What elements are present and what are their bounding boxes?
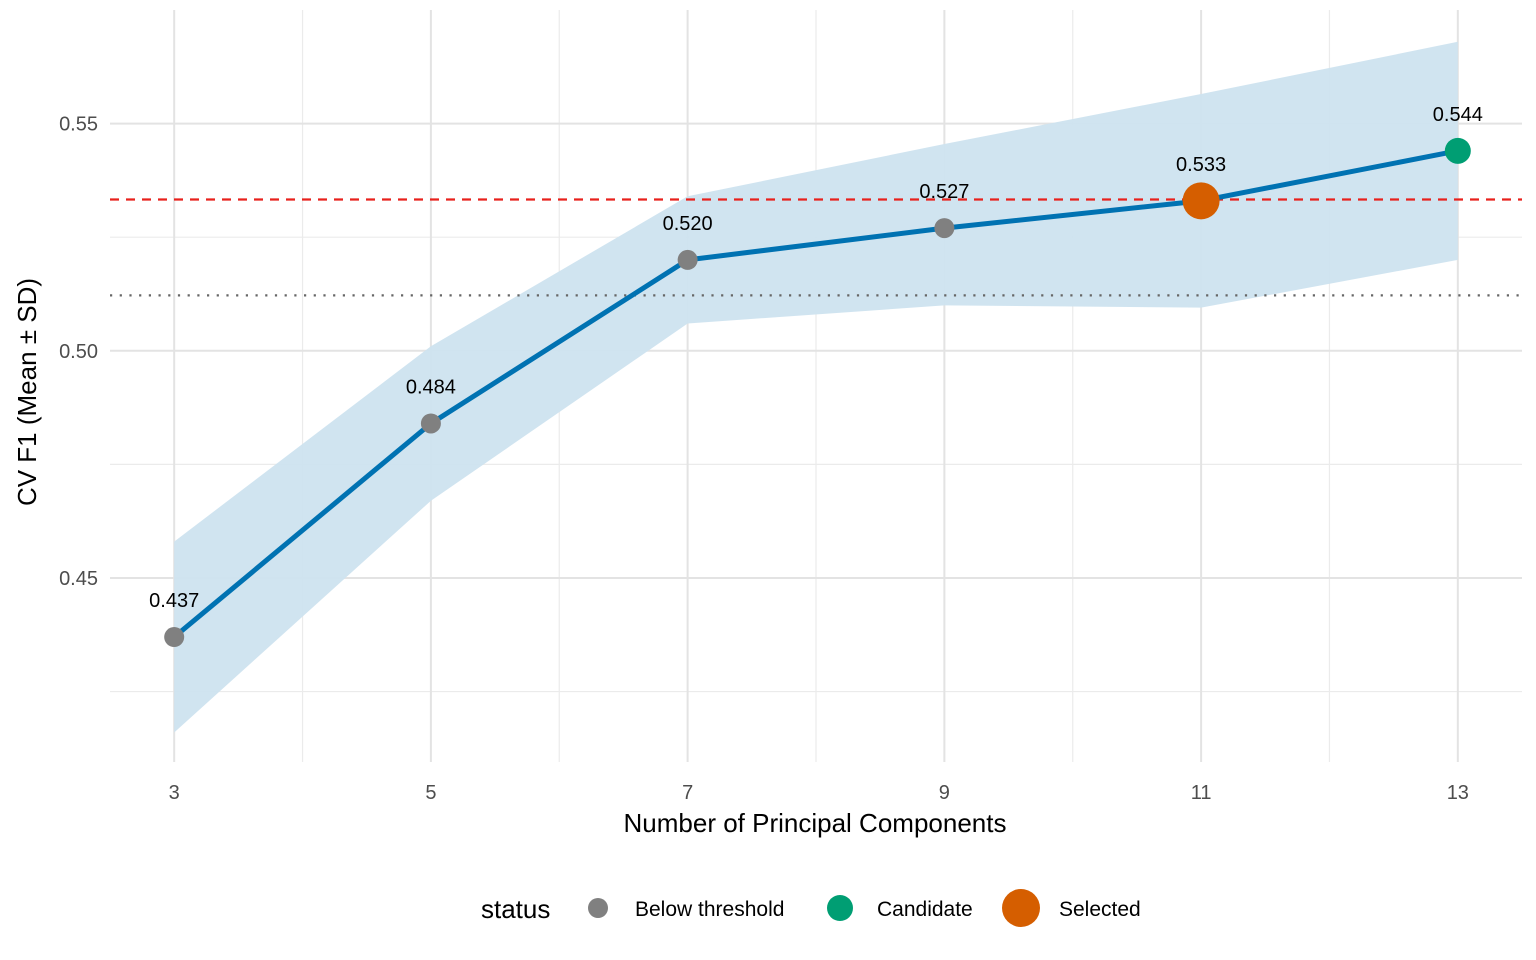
data-labels-layer: 0.437 0.484 0.520 0.527 0.533 0.544 bbox=[149, 104, 1483, 612]
legend-key-selected bbox=[1002, 889, 1040, 927]
x-tick-label: 5 bbox=[425, 782, 436, 804]
y-tick-label: 0.50 bbox=[59, 341, 98, 363]
x-tick-label: 13 bbox=[1447, 782, 1469, 804]
point-below-threshold bbox=[420, 413, 441, 434]
legend-title: status bbox=[481, 894, 550, 924]
data-label: 0.527 bbox=[919, 181, 969, 203]
legend-label-selected: Selected bbox=[1059, 898, 1141, 921]
legend-key-below-threshold bbox=[588, 898, 608, 918]
legend-label-candidate: Candidate bbox=[877, 898, 973, 921]
mean-line-layer bbox=[172, 148, 1459, 639]
legend-label-below-threshold: Below threshold bbox=[635, 898, 784, 921]
data-label: 0.520 bbox=[663, 213, 713, 235]
y-tick-label: 0.45 bbox=[59, 568, 98, 590]
point-selected bbox=[1182, 182, 1220, 220]
sd-ribbon-layer bbox=[174, 41, 1458, 733]
y-axis-title: CV F1 (Mean ± SD) bbox=[12, 278, 42, 506]
sd-ribbon bbox=[174, 41, 1458, 733]
reference-lines bbox=[110, 198, 1522, 297]
x-tick-label: 11 bbox=[1191, 782, 1212, 804]
mean-line bbox=[172, 148, 1459, 639]
point-below-threshold bbox=[164, 627, 185, 648]
legend: status Below threshold Candidate Selecte… bbox=[481, 889, 1141, 927]
point-candidate bbox=[1444, 137, 1471, 164]
data-label: 0.544 bbox=[1433, 104, 1483, 126]
legend-key-candidate bbox=[827, 895, 853, 921]
x-axis-title: Number of Principal Components bbox=[624, 808, 1007, 838]
points-layer bbox=[164, 137, 1471, 648]
data-label: 0.484 bbox=[406, 376, 456, 398]
data-label: 0.437 bbox=[149, 590, 199, 612]
data-label: 0.533 bbox=[1176, 154, 1226, 176]
major-grid bbox=[110, 10, 1522, 762]
point-below-threshold bbox=[934, 218, 955, 239]
y-tick-labels: 0.45 0.50 0.55 bbox=[59, 114, 98, 590]
x-tick-label: 9 bbox=[939, 782, 950, 804]
x-tick-label: 3 bbox=[169, 782, 180, 804]
point-below-threshold bbox=[677, 249, 698, 270]
y-tick-label: 0.55 bbox=[59, 114, 98, 136]
x-tick-label: 7 bbox=[682, 782, 693, 804]
x-tick-labels: 3 5 7 9 11 13 bbox=[169, 782, 1469, 804]
